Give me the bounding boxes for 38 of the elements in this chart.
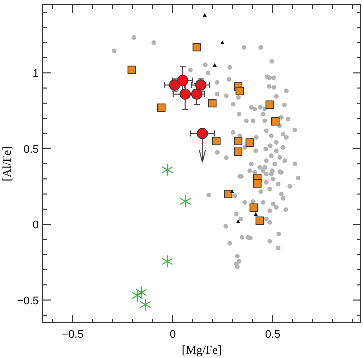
point	[234, 148, 243, 156]
point	[157, 104, 166, 112]
point	[197, 128, 208, 140]
point	[192, 43, 202, 52]
point	[180, 195, 192, 208]
point	[162, 164, 174, 177]
y-tick-label: 0.5	[24, 144, 39, 156]
x-tick-label: 0.5	[265, 329, 281, 341]
x-tick-label: −0.5	[62, 329, 84, 341]
point	[180, 88, 191, 100]
point	[212, 137, 221, 146]
point	[213, 63, 217, 68]
point	[234, 137, 243, 146]
point	[136, 286, 148, 300]
point	[230, 190, 234, 194]
point	[224, 190, 233, 198]
point	[236, 87, 244, 96]
point	[140, 298, 152, 312]
x-axis-title: [Mg/Fe]	[182, 343, 222, 357]
point	[250, 204, 258, 212]
point	[236, 220, 240, 224]
point	[220, 40, 225, 44]
y-axis-title: [Al/Fe]	[0, 146, 14, 182]
point	[253, 179, 262, 188]
point	[254, 212, 258, 216]
y-tick-label: −0.5	[17, 295, 39, 308]
y-tick-label: 1	[32, 68, 39, 80]
point	[256, 216, 264, 226]
point	[162, 255, 174, 268]
x-tick-label: 0	[170, 329, 176, 341]
point	[266, 100, 274, 110]
point	[203, 13, 207, 18]
point	[208, 99, 217, 108]
point	[246, 138, 254, 147]
point	[128, 66, 136, 74]
y-tick-label: 0	[32, 220, 39, 232]
point	[271, 117, 280, 126]
point	[132, 289, 144, 302]
